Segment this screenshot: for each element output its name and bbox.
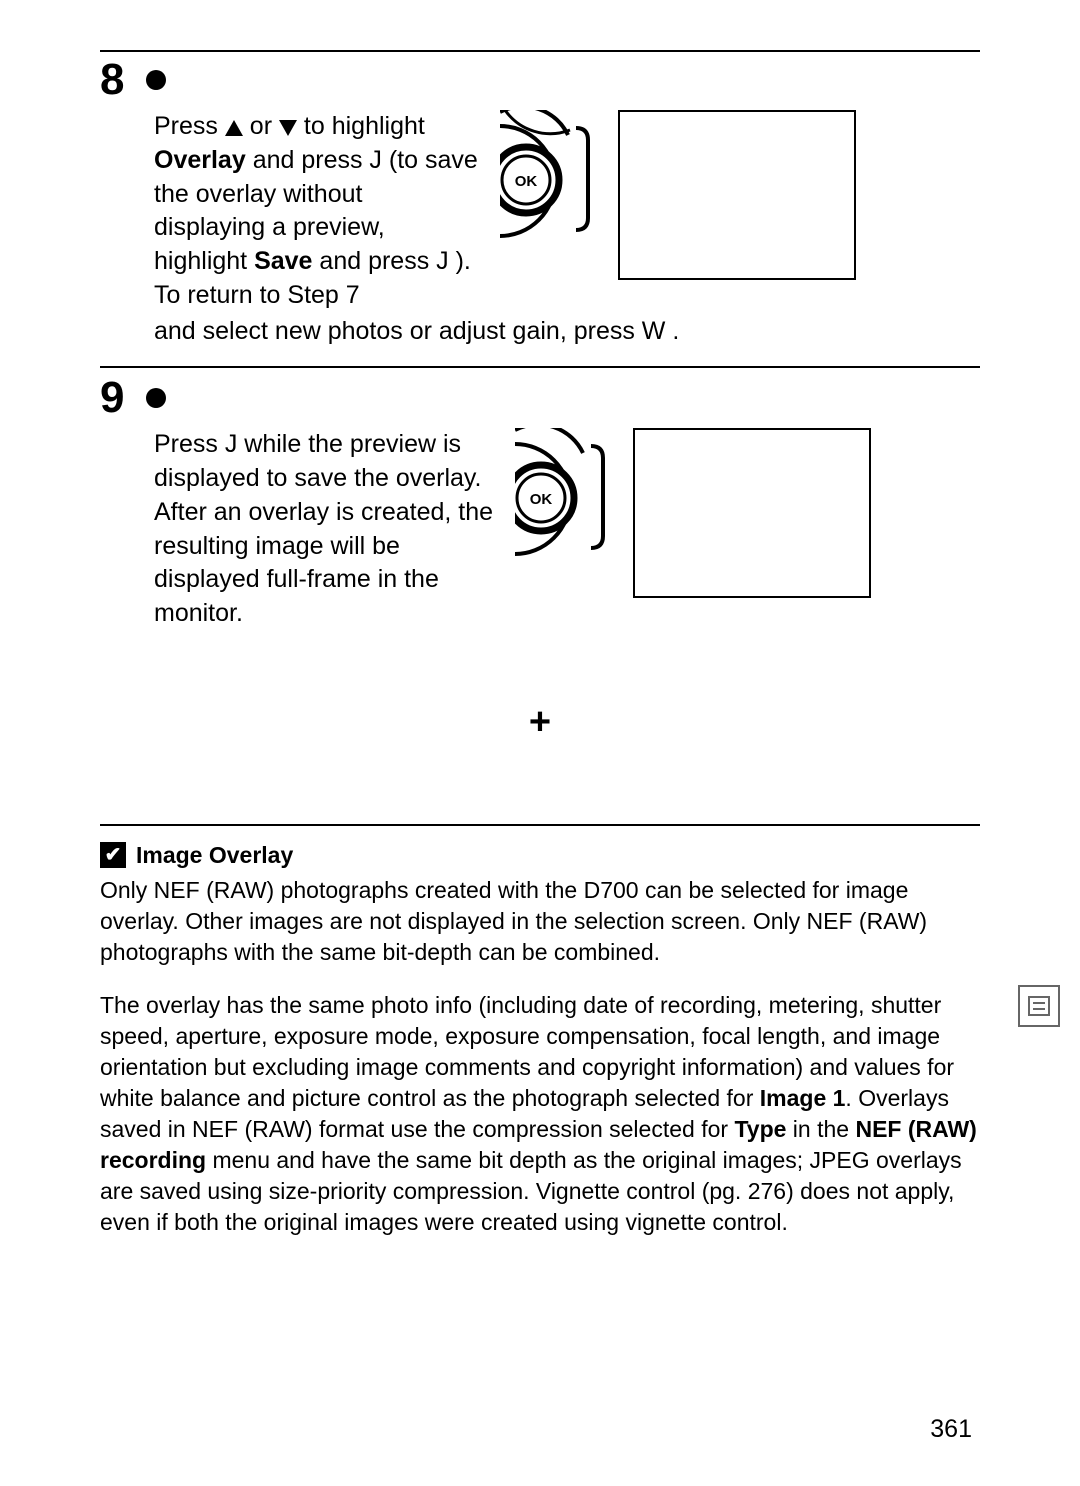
step-text-wide: and select new photos or adjust gain, pr… [100, 315, 980, 349]
note-block: ✔ Image Overlay Only NEF (RAW) photograp… [100, 824, 980, 1239]
page-number: 361 [930, 1415, 972, 1444]
retouch-menu-tab-icon [1018, 985, 1060, 1027]
mid-rule [100, 366, 980, 368]
bullet-icon [146, 388, 166, 408]
up-triangle-icon [225, 120, 243, 136]
step-illustration: OK [515, 428, 871, 598]
svg-text:OK: OK [515, 173, 538, 190]
note-title-row: ✔ Image Overlay [100, 840, 980, 871]
step-header: 9 [100, 376, 980, 420]
top-rule [100, 50, 980, 52]
down-triangle-icon [279, 120, 297, 136]
step-number: 8 [100, 58, 124, 102]
step-text-narrow: Press or to highlight Overlay and press … [100, 110, 480, 313]
step-body: Press or to highlight Overlay and press … [100, 110, 980, 313]
step-8: 8 Press or to highlight Overlay and pres… [100, 58, 980, 348]
note-title: Image Overlay [136, 840, 293, 871]
ok-button-illustration: OK [500, 110, 600, 260]
note-paragraph-2: The overlay has the same photo info (inc… [100, 990, 980, 1238]
lcd-screen-placeholder [618, 110, 856, 280]
step-body: Press J while the preview is displayed t… [100, 428, 980, 631]
step-number: 9 [100, 376, 124, 420]
checkmark-icon: ✔ [100, 842, 126, 868]
bullet-icon [146, 70, 166, 90]
svg-text:OK: OK [530, 491, 553, 508]
lcd-screen-placeholder [633, 428, 871, 598]
step-text-narrow: Press J while the preview is displayed t… [100, 428, 495, 631]
step-header: 8 [100, 58, 980, 102]
step-9: 9 Press J while the preview is displayed… [100, 376, 980, 631]
ok-button-illustration: OK [515, 428, 615, 578]
step-illustration: OK [500, 110, 856, 280]
note-paragraph-1: Only NEF (RAW) photographs created with … [100, 875, 980, 968]
plus-symbol: + [100, 701, 980, 744]
manual-page: 8 Press or to highlight Overlay and pres… [0, 0, 1080, 1486]
